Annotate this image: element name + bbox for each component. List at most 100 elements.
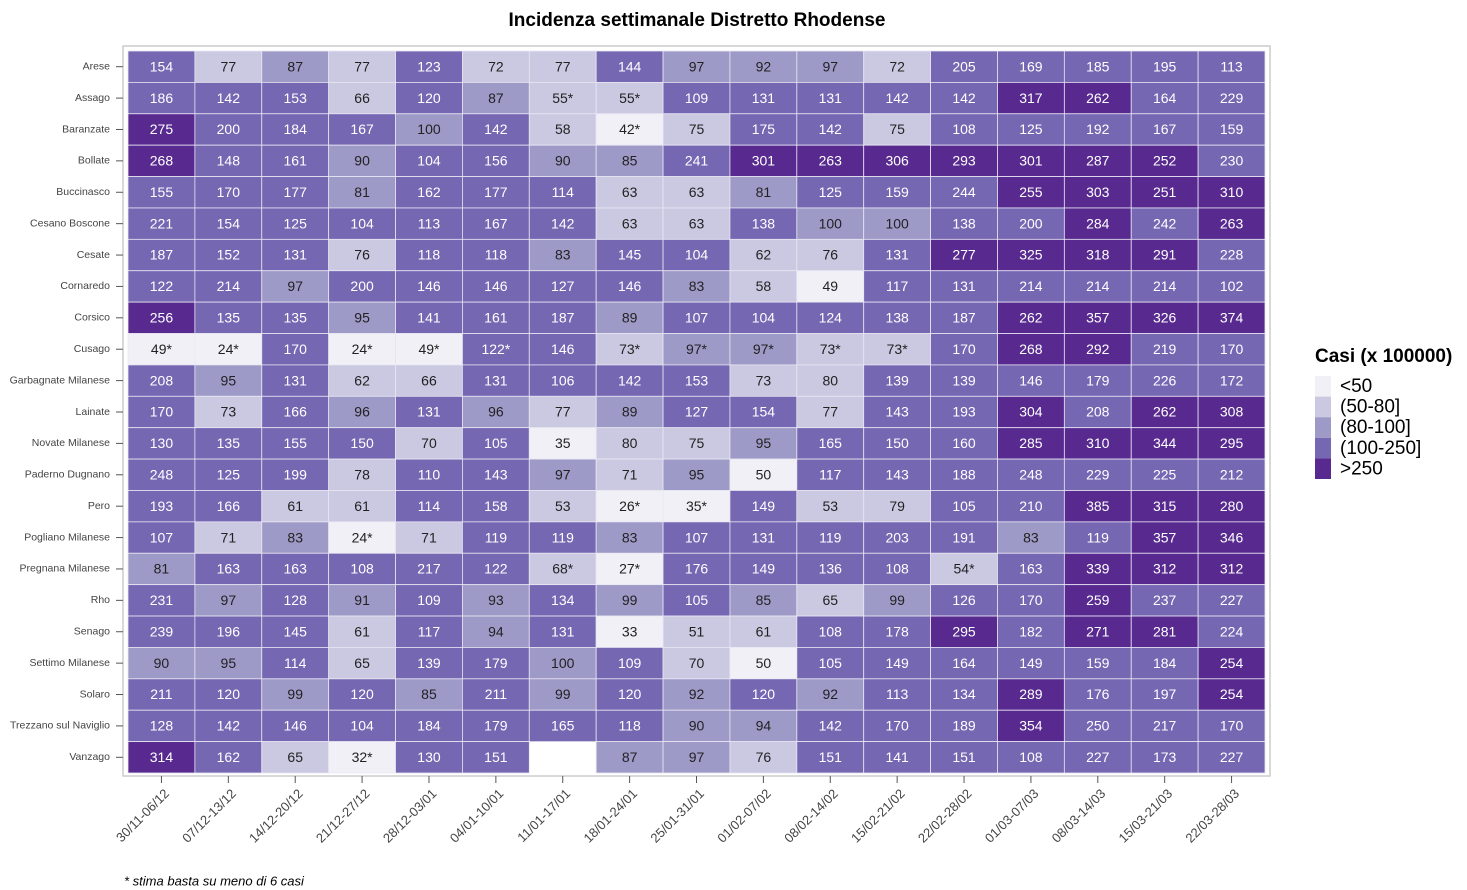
x-tick-label: 18/01-24/01 — [580, 786, 640, 846]
cell-label: 291 — [1153, 247, 1177, 263]
heat-cell — [930, 647, 998, 680]
cell-label: 248 — [1019, 466, 1043, 482]
heat-cell — [261, 333, 330, 366]
heat-cell — [930, 741, 998, 774]
cell-label: 259 — [1086, 592, 1110, 608]
cell-label: 117 — [418, 623, 441, 639]
cell-label: 154 — [217, 215, 241, 231]
cell-label: 293 — [952, 153, 976, 169]
heat-cell — [595, 333, 664, 366]
x-tick-label: 01/03-07/03 — [982, 786, 1042, 846]
cell-label: 81 — [154, 561, 170, 577]
heat-cell — [930, 50, 998, 83]
heat-cell — [595, 552, 664, 586]
heat-cell — [261, 584, 330, 617]
cell-label: 83 — [287, 529, 303, 545]
heat-cell — [528, 458, 597, 491]
cell-label: 120 — [417, 90, 441, 106]
cell-label: 120 — [217, 686, 241, 702]
heat-cell — [796, 270, 865, 303]
heat-cell — [1063, 301, 1132, 334]
cell-label: 172 — [1220, 372, 1244, 388]
heat-cell — [462, 333, 530, 366]
cell-label: 142 — [952, 90, 976, 106]
heat-cell — [930, 113, 998, 146]
heat-cell — [863, 207, 931, 240]
cell-label: 295 — [1220, 435, 1244, 451]
cell-label: 127 — [685, 404, 709, 420]
cell-label: 136 — [819, 561, 843, 577]
heat-cell — [1063, 207, 1132, 240]
cell-label: 125 — [284, 215, 308, 231]
cell-label: 100 — [417, 121, 441, 137]
heat-cell — [395, 270, 463, 303]
cell-label: 224 — [1220, 623, 1244, 639]
row-label: Corsico — [74, 312, 110, 324]
heat-cell — [662, 552, 731, 586]
cell-label: 142 — [484, 121, 508, 137]
heat-cell — [997, 490, 1065, 523]
heat-cell — [194, 552, 263, 586]
cell-label: 80 — [622, 435, 638, 451]
heat-cell — [127, 81, 196, 115]
x-tick-label: 04/01-10/01 — [447, 786, 507, 846]
row-label: Cesate — [77, 249, 110, 261]
cell-label: 81 — [756, 184, 772, 200]
cell-label: 139 — [952, 372, 976, 388]
heat-cell — [997, 741, 1065, 774]
heat-cell — [328, 50, 396, 83]
row-label: Bollate — [78, 155, 110, 167]
cell-label: 165 — [551, 718, 575, 734]
cell-label: 61 — [354, 498, 370, 514]
heat-cell — [930, 144, 998, 177]
heat-cell — [395, 207, 463, 240]
cell-label: 42* — [619, 121, 641, 137]
cell-label: 87 — [622, 749, 638, 765]
legend-label: (100-250] — [1340, 438, 1421, 459]
cell-label: 131 — [551, 623, 575, 639]
heat-cell — [395, 521, 463, 554]
cell-label: 184 — [284, 121, 308, 137]
cell-label: 310 — [1220, 184, 1244, 200]
cell-label: 66 — [421, 372, 437, 388]
heat-cell — [395, 741, 463, 774]
heat-cell — [1130, 50, 1199, 83]
cell-label: 118 — [418, 247, 441, 263]
heat-cell — [595, 427, 664, 460]
heat-cell — [729, 270, 798, 303]
heat-cell — [997, 207, 1065, 240]
heat-cell — [462, 207, 530, 240]
heat-cell — [328, 741, 396, 774]
cell-label: 256 — [150, 310, 174, 326]
cell-label: 187 — [952, 310, 976, 326]
cell-label: 117 — [819, 466, 842, 482]
cell-label: 354 — [1019, 718, 1043, 734]
cell-label: 275 — [150, 121, 174, 137]
cell-label: 135 — [217, 310, 241, 326]
heat-cell — [127, 270, 196, 303]
cell-label: 107 — [150, 529, 174, 545]
heat-cell — [796, 678, 865, 711]
cell-label: 214 — [1153, 278, 1177, 294]
cell-label: 83 — [555, 247, 571, 263]
heat-cell — [729, 458, 798, 491]
heat-cell — [261, 50, 330, 83]
cell-label: 108 — [885, 561, 909, 577]
cell-label: 254 — [1220, 655, 1244, 671]
cell-label: 314 — [150, 749, 174, 765]
cell-label: 219 — [1153, 341, 1177, 357]
heat-cell — [863, 50, 931, 83]
cell-label: 97 — [555, 466, 571, 482]
cell-label: 54* — [954, 561, 976, 577]
cell-label: 143 — [885, 466, 909, 482]
cell-label: 161 — [484, 310, 508, 326]
cell-label: 104 — [752, 310, 776, 326]
cell-label: 229 — [1086, 466, 1110, 482]
cell-label: 155 — [284, 435, 308, 451]
cell-label: 24* — [352, 529, 374, 545]
cell-label: 142 — [618, 372, 642, 388]
heat-cell — [863, 615, 931, 648]
heat-cell — [261, 490, 330, 523]
cell-label: 71 — [622, 466, 638, 482]
